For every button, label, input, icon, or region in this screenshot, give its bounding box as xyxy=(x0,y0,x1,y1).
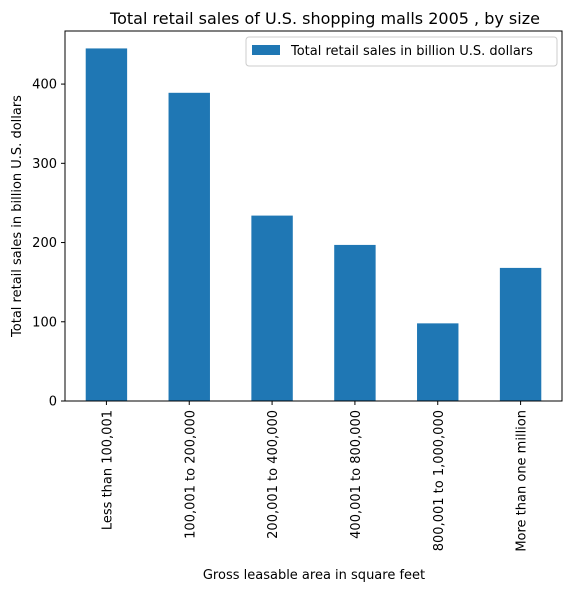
y-tick-label: 0 xyxy=(49,395,57,410)
x-tick-label: 100,001 to 200,000 xyxy=(183,410,198,539)
bars-layer xyxy=(85,48,542,402)
x-tick-label: 800,001 to 1,000,000 xyxy=(432,410,447,551)
bar xyxy=(251,215,293,401)
x-axis-label: Gross leasable area in square feet xyxy=(203,568,425,583)
x-tick-label: More than one million xyxy=(515,410,530,552)
bar xyxy=(85,48,128,402)
y-axis-ticks: 0 100 200 300 400 xyxy=(32,78,65,410)
legend-swatch xyxy=(252,45,280,55)
legend: Total retail sales in billion U.S. dolla… xyxy=(245,36,558,67)
bar xyxy=(499,267,542,401)
y-tick-label: 400 xyxy=(32,78,57,93)
chart-title: Total retail sales of U.S. shopping mall… xyxy=(109,9,540,28)
y-tick-label: 300 xyxy=(32,157,57,172)
legend-label: Total retail sales in billion U.S. dolla… xyxy=(290,44,533,59)
legend-box xyxy=(245,36,558,67)
x-axis-ticks: Less than 100,001 100,001 to 200,000 200,0… xyxy=(100,401,530,552)
bar xyxy=(417,323,459,401)
x-tick-label: Less than 100,001 xyxy=(100,410,115,530)
y-tick-label: 100 xyxy=(32,315,57,330)
x-tick-label: 200,001 to 400,000 xyxy=(266,410,281,539)
bar xyxy=(334,244,376,401)
y-tick-label: 200 xyxy=(32,236,57,251)
bar xyxy=(168,92,210,402)
y-axis-label: Total retail sales in billion U.S. dolla… xyxy=(10,95,25,338)
plot-frame xyxy=(64,30,563,402)
x-tick-label: 400,001 to 800,000 xyxy=(349,410,364,539)
